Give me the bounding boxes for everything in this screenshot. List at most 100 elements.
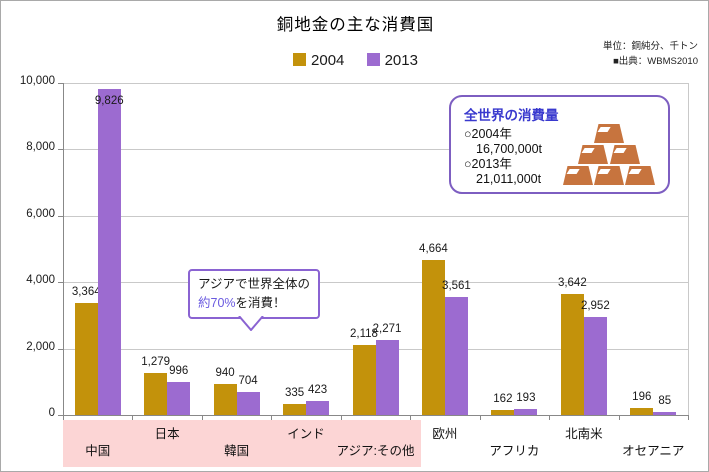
y-axis-label-8000: 8,000 (26, 141, 55, 154)
y-axis-label-0: 0 (48, 407, 55, 419)
legend-item-2004: 2004 (293, 52, 344, 69)
annotation-rest: を消費！ (235, 296, 286, 310)
x-tick-2 (202, 415, 203, 420)
bar-label-2013-2: 704 (238, 375, 258, 387)
bar-label-2004-7: 3,642 (557, 277, 587, 289)
bar-2013-7 (583, 317, 607, 415)
annotation-line2: 約70%を消費！ (198, 294, 310, 313)
legend-swatch-2013 (366, 53, 380, 66)
x-tick-0 (63, 415, 64, 420)
bar-label-2004-1: 1,279 (141, 356, 171, 368)
x-tick-3 (271, 415, 272, 420)
bar-2013-3 (306, 401, 330, 415)
bar-2004-5 (421, 260, 445, 415)
x-axis-label-5: 欧州 (432, 427, 458, 441)
bar-label-2004-6: 162 (493, 393, 513, 405)
annotation-highlight: 約70% (198, 296, 236, 310)
bar-label-2013-8: 85 (658, 395, 672, 407)
x-axis-label-0: 中国 (85, 444, 111, 458)
y-tick-4000 (58, 282, 63, 284)
infobox-value-2004: 16,700,000t (476, 142, 543, 156)
y-tick-0 (58, 415, 63, 416)
bar-label-2004-4: 2,118 (350, 328, 378, 340)
notes: 単位：銅純分、千トン ■出典：WBMS2010 (603, 39, 698, 69)
bar-2013-0 (97, 89, 121, 415)
infobox-value-2013: 21,011,000t (476, 172, 542, 186)
x-tick-7 (549, 415, 550, 420)
ingot-icon (610, 145, 640, 164)
world-consumption-box: 全世界の消費量 ○2004年 16,700,000t ○2013年 21,011… (449, 95, 670, 194)
bar-2013-1 (167, 382, 191, 415)
bar-label-2004-5: 4,664 (419, 243, 448, 255)
y-axis-label-6000: 6,000 (26, 207, 55, 220)
ingot-icon (594, 166, 624, 185)
bar-2004-3 (283, 404, 307, 415)
x-tick-9 (688, 415, 689, 420)
gridline-4000 (63, 282, 688, 284)
bar-2013-4 (375, 340, 399, 415)
legend-swatch-2004 (293, 53, 307, 66)
x-axis-line (63, 415, 688, 416)
infobox-title: 全世界の消費量 (464, 108, 559, 123)
x-axis-label-1: 日本 (154, 427, 180, 441)
bar-2004-6 (491, 410, 515, 415)
bar-2013-2 (236, 392, 260, 415)
bar-2013-6 (514, 409, 538, 415)
x-axis-label-3: インド (287, 427, 325, 441)
x-axis-label-4: アジア:その他 (336, 444, 415, 458)
infobox-year-2004: ○2004年 (464, 127, 512, 141)
bubble-tail-icon (238, 316, 264, 331)
y-tick-8000 (58, 149, 63, 151)
annotation-line1: アジアで世界全体の (198, 277, 311, 291)
bar-label-2013-3: 423 (307, 384, 328, 396)
bar-2004-0 (74, 303, 98, 415)
y-tick-10000 (58, 83, 63, 84)
chart-title: 銅地金の主な消費国 (276, 16, 435, 34)
annotation-bubble: アジアで世界全体の 約70%を消費！ (188, 269, 320, 331)
bar-label-2004-0: 3,364 (71, 286, 101, 298)
x-axis-label-7: 北南米 (565, 427, 603, 441)
gridline-6000 (63, 215, 688, 217)
ingot-icon (625, 166, 655, 185)
bar-2013-5 (444, 297, 468, 415)
bar-2004-7 (560, 294, 584, 415)
bar-2004-8 (630, 408, 654, 415)
asia-highlight-band (63, 420, 421, 467)
gridline-10000 (63, 83, 688, 84)
bar-label-2013-1: 996 (169, 365, 189, 377)
y-axis-label-2000: 2,000 (26, 340, 55, 353)
bar-2004-2 (213, 384, 237, 415)
bar-label-2013-7: 2,952 (580, 300, 610, 312)
legend-label-2013: 2013 (384, 52, 418, 69)
x-axis-label-2: 韓国 (224, 444, 250, 458)
unit-note: 単位：銅純分、千トン (602, 41, 698, 52)
x-tick-1 (132, 415, 133, 420)
bar-label-2013-0: 9,826 (94, 95, 124, 107)
bar-label-2004-8: 196 (632, 391, 652, 403)
bar-2004-1 (144, 373, 168, 415)
bar-label-2013-5: 3,561 (442, 280, 471, 292)
ingot-icon (594, 124, 624, 143)
legend: 2004 2013 (1, 52, 708, 69)
copper-ingots-icon (563, 124, 655, 185)
source-note: ■出典：WBMS2010 (613, 56, 698, 67)
plot-right-border (688, 83, 689, 420)
bar-2004-4 (352, 345, 376, 415)
bar-label-2004-3: 335 (284, 387, 305, 399)
x-tick-4 (341, 415, 342, 420)
ingot-icon (578, 145, 608, 164)
x-axis-label-8: オセアニア (622, 444, 685, 458)
gridline-8000 (63, 149, 688, 151)
x-tick-6 (480, 415, 481, 420)
infobox-year-2013: ○2013年 (464, 157, 512, 171)
bar-label-2004-2: 940 (215, 367, 235, 379)
legend-item-2013: 2013 (366, 52, 418, 69)
y-axis-label-4000: 4,000 (26, 274, 55, 287)
bar-2013-8 (653, 412, 677, 415)
bar-label-2013-4: 2,271 (372, 323, 402, 335)
x-axis-label-6: アフリカ (489, 444, 540, 458)
bar-label-2013-6: 193 (516, 392, 536, 404)
y-tick-2000 (58, 348, 63, 350)
legend-label-2004: 2004 (311, 52, 345, 69)
